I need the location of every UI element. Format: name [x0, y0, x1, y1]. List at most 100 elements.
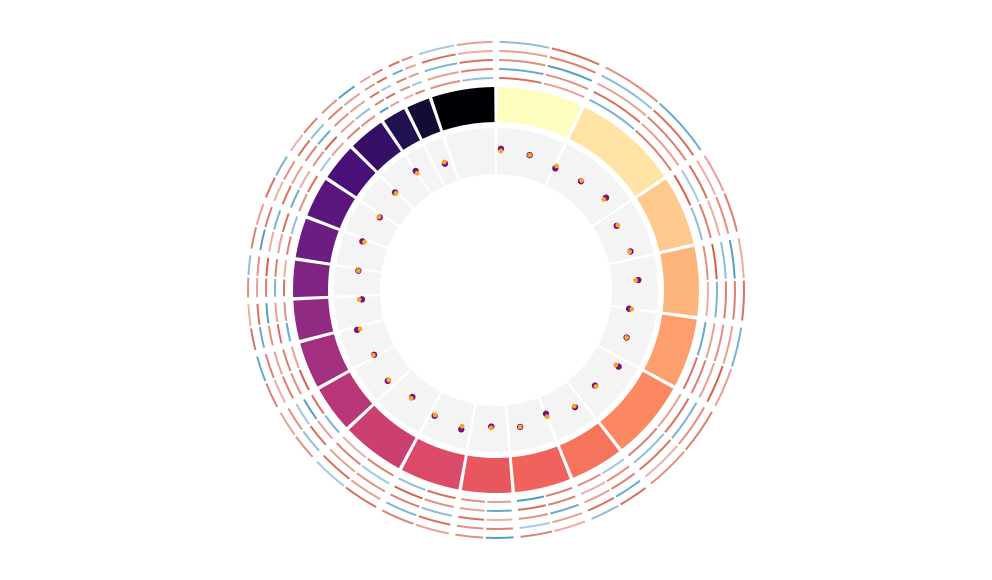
heatmap-cell	[706, 200, 721, 237]
heatmap-cell	[297, 139, 311, 157]
heatmap-cell	[303, 399, 318, 420]
heatmap-cell	[730, 327, 743, 367]
heatmap-cell	[256, 303, 261, 325]
heatmap-cell	[265, 383, 279, 408]
heatmap-cell	[459, 507, 485, 512]
heatmap-cell	[664, 398, 690, 433]
heatmap-cell	[424, 62, 458, 73]
heatmap-cell	[685, 411, 713, 451]
heatmap-cell	[418, 515, 451, 526]
heatmap-cell	[593, 90, 641, 124]
heatmap-cell	[334, 112, 349, 127]
track-background	[546, 144, 631, 226]
heatmap-cell	[295, 403, 310, 425]
heatmap-cell	[457, 50, 493, 56]
heatmap-cell	[611, 472, 636, 490]
heatmap-cell	[392, 68, 404, 76]
heatmap-cell	[430, 80, 461, 90]
heatmap-cell	[719, 241, 727, 279]
heatmap-cell	[547, 495, 576, 506]
heatmap-cell	[327, 106, 344, 121]
heatmap-cell	[673, 174, 692, 206]
heatmap-cell	[283, 302, 288, 321]
heatmap-cell	[415, 89, 426, 95]
heatmap-cell	[364, 83, 376, 91]
heatmap-cell	[291, 165, 303, 185]
track-background	[345, 202, 399, 248]
heatmap-cell	[396, 77, 407, 84]
segment	[511, 446, 570, 493]
heatmap-cell	[304, 145, 318, 162]
heatmap-cell	[274, 258, 279, 277]
segment	[319, 372, 373, 428]
scatter-point	[408, 396, 414, 401]
heatmap-cell	[461, 498, 486, 503]
heatmap-cell	[259, 229, 266, 251]
heatmap-cell	[499, 68, 544, 76]
heatmap-cell	[554, 520, 586, 532]
segment	[644, 314, 697, 386]
scatter-point	[362, 239, 367, 245]
heatmap-cell	[298, 369, 310, 391]
heatmap-cell	[678, 406, 706, 445]
track-background	[609, 255, 658, 311]
track-background	[445, 128, 495, 180]
heatmap-cell	[359, 75, 371, 84]
heatmap-cell	[273, 181, 284, 202]
heatmap-cell	[349, 100, 366, 113]
scatter-point	[357, 326, 363, 332]
heatmap-cell	[298, 193, 308, 212]
heatmap-cell	[346, 126, 361, 140]
heatmap-cell	[456, 524, 484, 530]
heatmap-cell	[290, 216, 299, 235]
heatmap-cell	[518, 513, 549, 520]
heatmap-cell	[545, 486, 573, 497]
heatmap-cell	[307, 175, 319, 193]
heatmap-cell	[633, 433, 665, 464]
heatmap-cell	[256, 256, 261, 276]
segment	[461, 455, 512, 493]
heatmap-cell	[376, 76, 388, 84]
heatmap-cell	[371, 68, 384, 76]
heatmap-cell	[403, 93, 414, 100]
heatmap-cell	[408, 72, 420, 79]
heatmap-cell	[400, 85, 411, 92]
scatter-point	[356, 297, 362, 302]
heatmap-cell	[290, 346, 300, 369]
heatmap-cell	[605, 66, 659, 103]
heatmap-cell	[706, 365, 724, 402]
heatmap-cell	[390, 493, 420, 508]
segment	[348, 405, 416, 469]
heatmap-cell	[723, 281, 727, 319]
track-background	[334, 266, 382, 296]
heatmap-cell	[367, 458, 395, 477]
heatmap-cell	[273, 379, 287, 404]
heatmap-cell	[264, 353, 275, 379]
segment	[352, 122, 401, 171]
heatmap-cell	[415, 523, 449, 535]
heatmap-cell	[265, 257, 270, 277]
track-background	[339, 320, 394, 368]
heatmap-cell	[714, 281, 718, 318]
heatmap-cell	[487, 500, 512, 503]
heatmap-cell	[657, 393, 682, 428]
scatter-point	[386, 377, 392, 383]
segment	[384, 108, 420, 150]
heatmap-cell	[385, 92, 396, 100]
heatmap-cell	[250, 226, 258, 249]
heatmap-cell	[309, 425, 327, 446]
heatmap-cell	[650, 450, 685, 485]
heatmap-cell	[516, 495, 545, 502]
scatter-point	[459, 423, 465, 429]
heatmap-cell	[499, 59, 546, 67]
heatmap-cell	[268, 231, 275, 252]
segment	[432, 87, 495, 131]
heatmap-cell	[601, 74, 653, 110]
heatmap-cell	[690, 207, 704, 241]
heatmap-cell	[519, 521, 551, 529]
scatter-point	[414, 170, 420, 176]
segment	[569, 107, 665, 196]
heatmap-cell	[286, 236, 292, 255]
heatmap-cell	[711, 243, 718, 280]
